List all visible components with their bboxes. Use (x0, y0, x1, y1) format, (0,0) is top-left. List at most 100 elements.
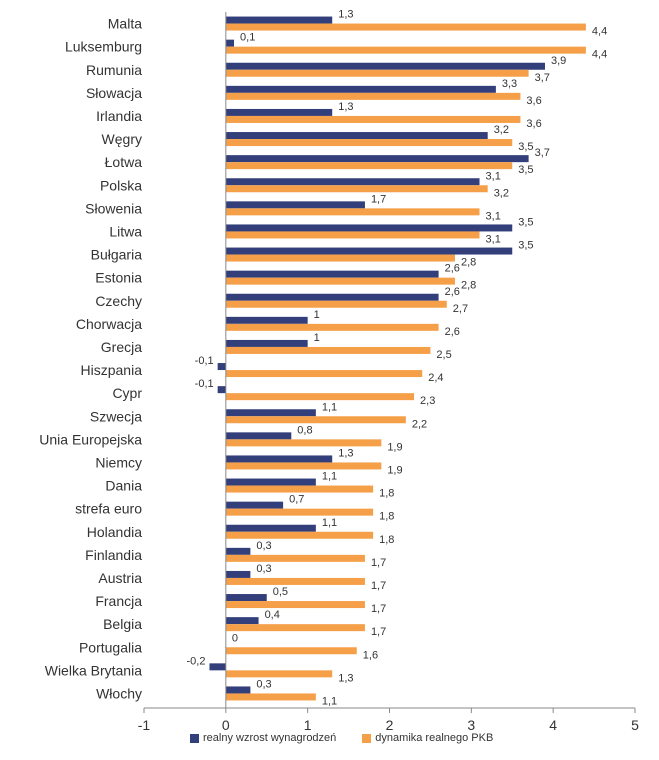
bar-wage-growth (225, 270, 439, 278)
value-label-gdp-growth: 1,7 (371, 580, 386, 592)
category-label: Chorwacja (76, 316, 142, 332)
bar-wage-growth (225, 316, 308, 324)
value-label-gdp-growth: 2,5 (436, 349, 451, 361)
bar-gdp-growth (225, 462, 382, 470)
bar-gdp-growth (225, 393, 415, 401)
bar-wage-growth (225, 132, 488, 140)
category-label: Malta (108, 16, 142, 32)
bar-wage-growth (225, 594, 267, 602)
bar-wage-growth (225, 478, 316, 486)
value-label-wage-growth: -0,1 (195, 378, 214, 390)
category-label: Niemcy (95, 454, 142, 470)
category-label: Grecja (101, 339, 142, 355)
value-label-wage-growth: 0,4 (265, 609, 280, 621)
value-label-gdp-growth: 1,6 (363, 649, 378, 661)
value-label-wage-growth: 1,7 (371, 193, 386, 205)
category-label: Rumunia (86, 62, 142, 78)
value-label-gdp-growth: 3,5 (518, 164, 533, 176)
value-labels-group: 1,34,40,14,43,93,73,33,61,33,63,23,53,73… (186, 9, 607, 708)
legend: realny wzrost wynagrodzeń dynamika realn… (190, 732, 519, 744)
bar-wage-growth (225, 39, 235, 47)
value-label-gdp-growth: 1,9 (387, 464, 402, 476)
bar-wage-growth (225, 432, 292, 440)
value-label-wage-growth: 3,2 (494, 124, 509, 136)
bar-gdp-growth (225, 693, 316, 701)
bar-wage-growth (225, 293, 439, 301)
category-label: Słowacja (86, 85, 142, 101)
bar-gdp-growth (225, 254, 455, 262)
value-label-gdp-growth: 3,1 (486, 233, 501, 245)
x-tick-label: 4 (549, 717, 557, 733)
bar-wage-growth (217, 363, 226, 371)
bar-wage-growth (225, 339, 308, 347)
category-label: Polska (100, 177, 142, 193)
bar-gdp-growth (225, 277, 455, 285)
value-label-gdp-growth: 1,8 (379, 534, 394, 546)
category-label: Luksemburg (65, 39, 142, 55)
category-label: Bułgaria (91, 247, 143, 263)
bar-wage-growth (225, 409, 316, 417)
bar-gdp-growth (225, 346, 431, 354)
value-label-gdp-growth: 3,6 (526, 118, 541, 130)
value-label-wage-growth: 0,3 (256, 540, 271, 552)
bar-wage-growth (225, 686, 251, 694)
bar-wage-growth (225, 570, 251, 578)
bar-wage-growth (225, 501, 284, 509)
bar-wage-growth (209, 663, 226, 671)
value-label-wage-growth: 0,5 (273, 586, 288, 598)
legend-swatch-wages (190, 733, 199, 743)
bar-gdp-growth (225, 416, 406, 424)
value-label-wage-growth: 1,1 (322, 471, 337, 483)
legend-item-wages: realny wzrost wynagrodzeń (190, 732, 336, 744)
legend-swatch-gdp (362, 733, 372, 743)
value-label-gdp-growth: 2,3 (420, 395, 435, 407)
value-label-wage-growth: 3,5 (518, 240, 533, 252)
value-label-wage-growth: 0,1 (240, 32, 255, 44)
value-label-gdp-growth: 3,7 (535, 72, 550, 84)
category-label: Belgia (103, 616, 142, 632)
category-label: Dania (105, 478, 142, 494)
bar-gdp-growth (225, 162, 513, 170)
category-label: Unia Europejska (39, 431, 142, 447)
value-label-wage-growth: 3,9 (551, 55, 566, 67)
bar-gdp-growth (225, 508, 374, 516)
bar-gdp-growth (225, 185, 488, 193)
value-label-gdp-growth: 1,7 (371, 603, 386, 615)
value-label-wage-growth: 3,5 (518, 216, 533, 228)
value-label-wage-growth: 3,1 (486, 170, 501, 182)
bar-wage-growth (225, 178, 480, 186)
value-label-wage-growth: -0,1 (195, 355, 214, 367)
value-label-gdp-growth: 3,1 (486, 210, 501, 222)
value-label-gdp-growth: 2,8 (461, 280, 476, 292)
value-label-wage-growth: 0,7 (289, 494, 304, 506)
category-label: Holandia (87, 524, 142, 540)
value-label-gdp-growth: 4,4 (592, 49, 607, 61)
category-labels-group: Malta Luksemburg Rumunia Słowacja Irlandia Wę… (39, 16, 142, 702)
x-tick-label: -1 (138, 717, 151, 733)
category-label: strefa euro (75, 501, 142, 517)
value-label-wage-growth: 2,6 (445, 263, 460, 275)
category-label: Cypr (112, 385, 142, 401)
x-axis-ticks-group: -1 0 1 2 3 4 5 (138, 708, 639, 733)
category-label: Łotwa (105, 154, 143, 170)
category-label: Włochy (96, 685, 142, 701)
category-label: Litwa (109, 223, 142, 239)
value-label-wage-growth: 1 (314, 309, 320, 321)
value-label-gdp-growth: 1,1 (322, 695, 337, 707)
bar-gdp-growth (225, 23, 586, 31)
bar-gdp-growth (225, 531, 374, 539)
value-label-wage-growth: 0,3 (256, 678, 271, 690)
category-label: Czechy (95, 293, 142, 309)
bar-gdp-growth (225, 647, 357, 655)
bar-gdp-growth (225, 92, 521, 100)
value-label-gdp-growth: 1,3 (338, 672, 353, 684)
value-label-gdp-growth: 2,8 (461, 257, 476, 269)
legend-item-gdp: dynamika realnego PKB (362, 732, 493, 744)
bar-gdp-growth (225, 69, 529, 77)
bar-wage-growth (225, 16, 333, 24)
value-label-gdp-growth: 2,2 (412, 418, 427, 430)
bar-wage-growth (225, 201, 365, 209)
value-label-gdp-growth: 2,6 (445, 326, 460, 338)
bar-wage-growth (225, 524, 316, 532)
value-label-gdp-growth: 4,4 (592, 26, 607, 38)
